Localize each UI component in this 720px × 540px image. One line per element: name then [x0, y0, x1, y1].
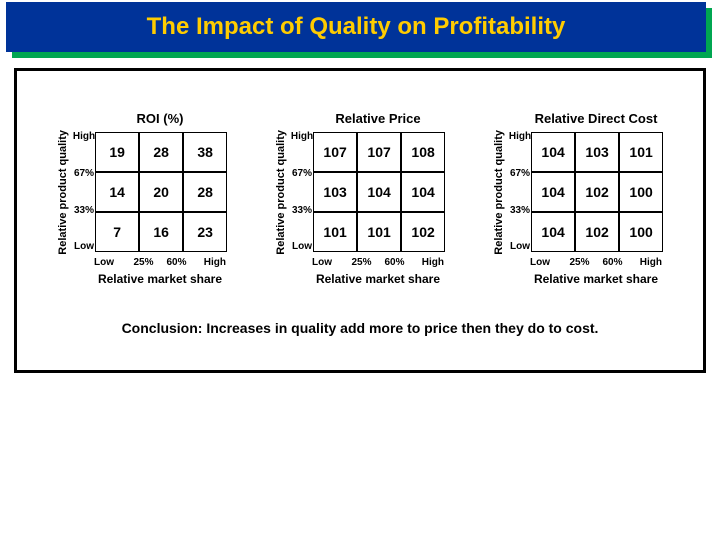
x-tick: Low — [530, 257, 563, 268]
cell: 103 — [575, 132, 619, 172]
data-grid: 104 103 101 104 102 100 104 102 100 — [531, 132, 663, 252]
cell: 104 — [531, 172, 575, 212]
cell: 100 — [619, 212, 663, 252]
y-tick: 33% — [292, 206, 312, 216]
y-tick: 67% — [292, 169, 312, 179]
y-axis: Relative product quality — [57, 130, 71, 255]
y-tick: High — [509, 132, 531, 142]
cell: 7 — [95, 212, 139, 252]
x-tick: High — [411, 257, 444, 268]
y-axis-label: Relative product quality — [275, 130, 287, 255]
x-tick: 25% — [563, 257, 596, 268]
cell: 16 — [139, 212, 183, 252]
x-tick: High — [629, 257, 662, 268]
y-tick: 67% — [510, 169, 530, 179]
x-axis: Low 25% 60% High Relative market share — [58, 255, 226, 286]
cell: 108 — [401, 132, 445, 172]
x-axis-label: Relative market share — [534, 272, 658, 286]
cell: 104 — [401, 172, 445, 212]
cell: 101 — [619, 132, 663, 172]
cell: 23 — [183, 212, 227, 252]
panels-row: ROI (%) Relative product quality High 67… — [25, 111, 695, 286]
cell: 104 — [357, 172, 401, 212]
data-grid: 19 28 38 14 20 28 7 16 23 — [95, 132, 227, 252]
y-tick: 33% — [74, 206, 94, 216]
y-axis-label: Relative product quality — [57, 130, 69, 255]
panel-cost: Relative Direct Cost Relative product qu… — [473, 111, 683, 286]
y-axis-label: Relative product quality — [493, 130, 505, 255]
y-tick: 33% — [510, 206, 530, 216]
x-tick: 25% — [345, 257, 378, 268]
x-axis-label: Relative market share — [316, 272, 440, 286]
content-frame: ROI (%) Relative product quality High 67… — [14, 68, 706, 373]
cell: 28 — [139, 132, 183, 172]
cell: 102 — [401, 212, 445, 252]
cell: 101 — [313, 212, 357, 252]
x-tick: 25% — [127, 257, 160, 268]
cell: 14 — [95, 172, 139, 212]
y-tick: 67% — [74, 169, 94, 179]
y-tick: Low — [74, 242, 94, 252]
cell: 107 — [313, 132, 357, 172]
y-ticks: High 67% 33% Low — [291, 132, 313, 252]
panel-title: Relative Price — [255, 111, 465, 126]
cell: 102 — [575, 172, 619, 212]
x-tick: 60% — [596, 257, 629, 268]
x-tick: High — [193, 257, 226, 268]
panel-title: Relative Direct Cost — [473, 111, 683, 126]
cell: 103 — [313, 172, 357, 212]
x-ticks: Low 25% 60% High — [94, 257, 226, 268]
x-tick: 60% — [160, 257, 193, 268]
cell: 38 — [183, 132, 227, 172]
x-axis-label: Relative market share — [98, 272, 222, 286]
conclusion-text: Conclusion: Increases in quality add mor… — [122, 320, 599, 336]
cell: 28 — [183, 172, 227, 212]
y-tick: Low — [292, 242, 312, 252]
x-tick: Low — [312, 257, 345, 268]
cell: 100 — [619, 172, 663, 212]
y-axis: Relative product quality — [493, 130, 507, 255]
banner: The Impact of Quality on Profitability — [6, 2, 706, 52]
x-tick: Low — [94, 257, 127, 268]
x-axis: Low 25% 60% High Relative market share — [494, 255, 662, 286]
cell: 104 — [531, 132, 575, 172]
x-ticks: Low 25% 60% High — [530, 257, 662, 268]
banner-title: The Impact of Quality on Profitability — [147, 13, 566, 41]
y-tick: Low — [510, 242, 530, 252]
cell: 107 — [357, 132, 401, 172]
panel-title: ROI (%) — [37, 111, 247, 126]
y-axis: Relative product quality — [275, 130, 289, 255]
y-tick: High — [73, 132, 95, 142]
x-axis: Low 25% 60% High Relative market share — [276, 255, 444, 286]
title-banner: The Impact of Quality on Profitability — [0, 0, 720, 60]
cell: 101 — [357, 212, 401, 252]
cell: 19 — [95, 132, 139, 172]
panel-price: Relative Price Relative product quality … — [255, 111, 465, 286]
x-ticks: Low 25% 60% High — [312, 257, 444, 268]
cell: 104 — [531, 212, 575, 252]
cell: 102 — [575, 212, 619, 252]
panel-roi: ROI (%) Relative product quality High 67… — [37, 111, 247, 286]
y-ticks: High 67% 33% Low — [73, 132, 95, 252]
x-tick: 60% — [378, 257, 411, 268]
cell: 20 — [139, 172, 183, 212]
y-ticks: High 67% 33% Low — [509, 132, 531, 252]
data-grid: 107 107 108 103 104 104 101 101 102 — [313, 132, 445, 252]
y-tick: High — [291, 132, 313, 142]
